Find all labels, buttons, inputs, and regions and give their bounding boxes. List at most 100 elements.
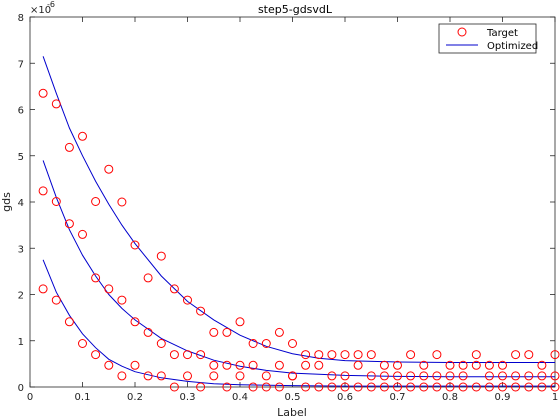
target-point: [288, 371, 297, 381]
target-point: [38, 186, 48, 196]
target-point: [353, 382, 363, 392]
target-point: [550, 382, 560, 392]
target-point: [524, 371, 534, 381]
x-axis-ticks: 0 0.1 0.2 0.3 0.4 0.5 0.6 0.7 0.8 0.9 1: [27, 17, 558, 403]
target-point: [314, 360, 324, 370]
target-point: [156, 371, 166, 381]
target-point: [248, 339, 258, 348]
y-axis-label: gds: [0, 192, 13, 212]
target-point: [78, 339, 87, 348]
target-point: [458, 371, 468, 381]
target-markers: [38, 88, 560, 392]
target-point: [222, 360, 232, 370]
target-point: [117, 371, 127, 381]
target-point: [64, 142, 74, 152]
y-tick-label: 8: [18, 13, 24, 24]
target-point: [261, 382, 271, 392]
x-tick-label: 0: [27, 392, 33, 403]
target-point: [524, 350, 534, 360]
y-tick-label: 6: [18, 106, 24, 117]
target-point: [301, 382, 311, 392]
target-point: [183, 295, 192, 305]
target-point: [406, 382, 416, 392]
x-tick-label: 0.2: [127, 392, 143, 403]
x-tick-label: 0.5: [285, 392, 301, 403]
target-point: [366, 382, 376, 392]
target-point: [550, 371, 560, 381]
target-point: [104, 360, 114, 370]
y-exponent-label: ×10 -6: [30, 0, 55, 16]
target-point: [511, 371, 521, 381]
target-point: [38, 88, 48, 98]
target-point: [327, 382, 337, 392]
legend-target-marker: [457, 27, 467, 37]
legend: Target Optimized: [438, 23, 538, 54]
x-tick-label: 0.9: [495, 392, 511, 403]
y-axis-ticks: 0 1 2 3 4 5 6 7 8: [18, 13, 555, 394]
target-point: [445, 382, 455, 392]
chart-title: step5-gdsvdL: [258, 3, 333, 16]
target-point: [314, 382, 324, 392]
target-point: [340, 350, 350, 360]
target-point: [432, 350, 442, 360]
target-point: [327, 371, 337, 381]
target-point: [353, 350, 363, 360]
target-point: [222, 382, 232, 392]
target-point: [104, 164, 114, 174]
target-point: [458, 382, 468, 392]
target-point: [91, 273, 101, 283]
target-point: [471, 350, 481, 360]
target-point: [156, 339, 166, 348]
target-point: [91, 350, 101, 360]
x-tick-label: 0.6: [337, 392, 353, 403]
target-point: [393, 371, 402, 381]
target-point: [301, 350, 311, 360]
x-tick-label: 0.3: [180, 392, 196, 403]
target-point: [169, 382, 179, 392]
target-point: [274, 382, 284, 392]
target-point: [64, 219, 74, 229]
target-point: [419, 360, 429, 370]
y-tick-label: 1: [18, 337, 24, 348]
target-point: [419, 371, 429, 381]
target-point: [288, 339, 297, 348]
y-tick-label: 7: [18, 59, 24, 70]
target-point: [143, 371, 153, 381]
target-point: [498, 382, 507, 392]
target-point: [235, 360, 245, 370]
target-point: [498, 371, 507, 381]
target-point: [340, 371, 350, 381]
target-point: [379, 371, 389, 381]
target-point: [222, 327, 232, 337]
x-tick-label: 0.4: [232, 392, 248, 403]
y-tick-label: 4: [18, 198, 24, 209]
target-point: [117, 197, 127, 207]
target-point: [498, 360, 507, 370]
target-point: [340, 382, 350, 392]
y-exponent-base: ×10: [30, 5, 51, 16]
target-point: [327, 350, 337, 360]
target-point: [209, 327, 219, 337]
target-point: [393, 382, 402, 392]
target-point: [537, 382, 547, 392]
target-point: [314, 350, 324, 360]
target-point: [104, 284, 114, 294]
target-point: [261, 371, 271, 381]
x-axis-label: Label: [277, 406, 307, 419]
target-point: [484, 382, 494, 392]
target-point: [274, 360, 284, 370]
target-point: [537, 360, 547, 370]
legend-target-label: Target: [486, 28, 518, 39]
y-tick-label: 0: [18, 383, 24, 394]
target-point: [537, 371, 547, 381]
target-point: [393, 360, 402, 370]
target-point: [51, 197, 61, 206]
target-point: [169, 284, 179, 294]
target-point: [406, 350, 416, 360]
target-point: [130, 317, 140, 327]
target-point: [117, 295, 127, 305]
target-point: [406, 371, 416, 381]
target-point: [471, 382, 481, 392]
target-point: [511, 382, 521, 392]
